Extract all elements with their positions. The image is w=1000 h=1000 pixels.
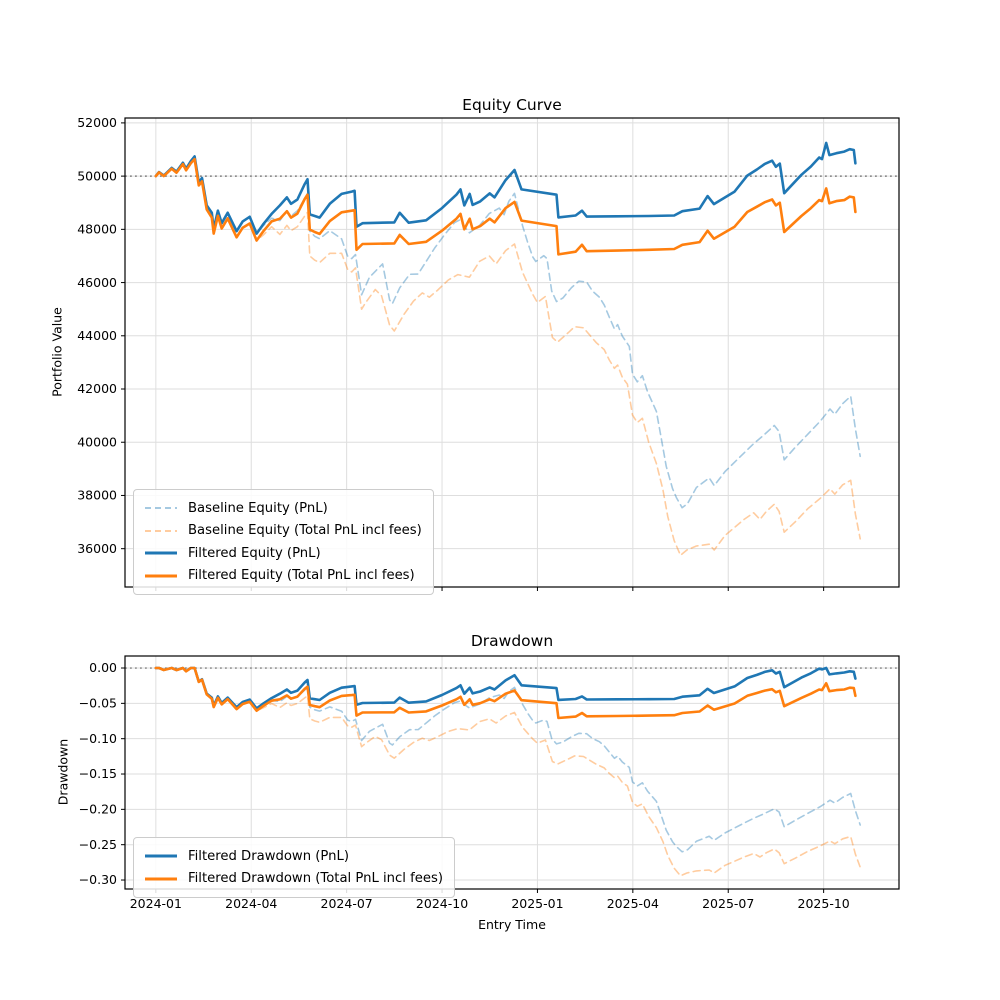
y-tick-label: −0.15 — [79, 766, 117, 781]
y-tick-label: 38000 — [77, 488, 117, 503]
equity-legend: Baseline Equity (PnL) Baseline Equity (T… — [133, 489, 434, 595]
equity-y-axis-label: Portfolio Value — [49, 307, 65, 397]
drawdown-series-2 — [154, 666, 857, 710]
y-tick-label: −0.30 — [79, 872, 117, 887]
x-tick-label: 2025-07 — [702, 896, 754, 911]
legend-item: Filtered Drawdown (PnL) — [143, 845, 443, 868]
dashed-line-swatch-icon — [145, 507, 177, 510]
legend-item: Baseline Equity (Total PnL incl fees) — [143, 520, 422, 543]
y-tick-label: 52000 — [77, 115, 117, 130]
equity-chart-title: Equity Curve — [462, 96, 562, 114]
legend-label: Filtered Drawdown (Total PnL incl fees) — [188, 871, 444, 887]
y-tick-label: 0.00 — [89, 660, 117, 675]
legend-item: Filtered Equity (Total PnL incl fees) — [143, 565, 422, 588]
drawdown-y-axis-label: Drawdown — [55, 738, 71, 806]
x-tick-label: 2024-07 — [321, 896, 373, 911]
equity-axes: 36000 38000 40000 42000 44000 46000 48000 50000… — [77, 115, 900, 591]
x-tick-label: 2024-01 — [130, 896, 182, 911]
drawdown-series-0 — [155, 667, 861, 853]
y-tick-label: −0.10 — [79, 731, 117, 746]
y-tick-label: 40000 — [77, 434, 117, 449]
equity-plot-border — [124, 117, 900, 588]
drawdown-plot-border — [124, 655, 900, 890]
equity-series-3 — [154, 157, 857, 256]
drawdown-chart-title: Drawdown — [470, 632, 554, 650]
solid-line-swatch-icon — [145, 877, 177, 881]
legend-item: Baseline Equity (PnL) — [143, 497, 422, 520]
x-tick-label: 2025-01 — [511, 896, 563, 911]
legend-item: Filtered Equity (PnL) — [143, 542, 422, 565]
y-tick-label: 50000 — [77, 168, 117, 183]
y-tick-label: 46000 — [77, 275, 117, 290]
y-tick-label: −0.20 — [79, 802, 117, 817]
y-tick-label: −0.25 — [79, 837, 117, 852]
y-tick-label: 42000 — [77, 381, 117, 396]
y-tick-label: −0.05 — [79, 696, 117, 711]
y-tick-label: 44000 — [77, 328, 117, 343]
solid-line-swatch-icon — [145, 854, 177, 858]
equity-series-2 — [154, 141, 857, 235]
y-tick-label: 48000 — [77, 222, 117, 237]
legend-label: Filtered Drawdown (PnL) — [188, 848, 349, 864]
x-tick-label: 2024-10 — [416, 896, 468, 911]
x-tick-label: 2025-04 — [607, 896, 659, 911]
x-axis-label: Entry Time — [478, 917, 546, 932]
legend-label: Baseline Equity (Total PnL incl fees) — [188, 523, 422, 539]
legend-label: Baseline Equity (PnL) — [188, 500, 328, 516]
drawdown-series-3 — [154, 666, 857, 720]
legend-label: Filtered Equity (PnL) — [188, 545, 321, 561]
x-tick-label: 2024-04 — [225, 896, 277, 911]
drawdown-legend: Filtered Drawdown (PnL) Filtered Drawdow… — [133, 837, 456, 898]
solid-line-swatch-icon — [145, 574, 177, 578]
y-tick-label: 36000 — [77, 541, 117, 556]
solid-line-swatch-icon — [145, 551, 177, 555]
legend-item: Filtered Drawdown (Total PnL incl fees) — [143, 868, 443, 891]
x-tick-label: 2025-10 — [798, 896, 850, 911]
dashed-line-swatch-icon — [145, 529, 177, 532]
legend-label: Filtered Equity (Total PnL incl fees) — [188, 568, 415, 584]
